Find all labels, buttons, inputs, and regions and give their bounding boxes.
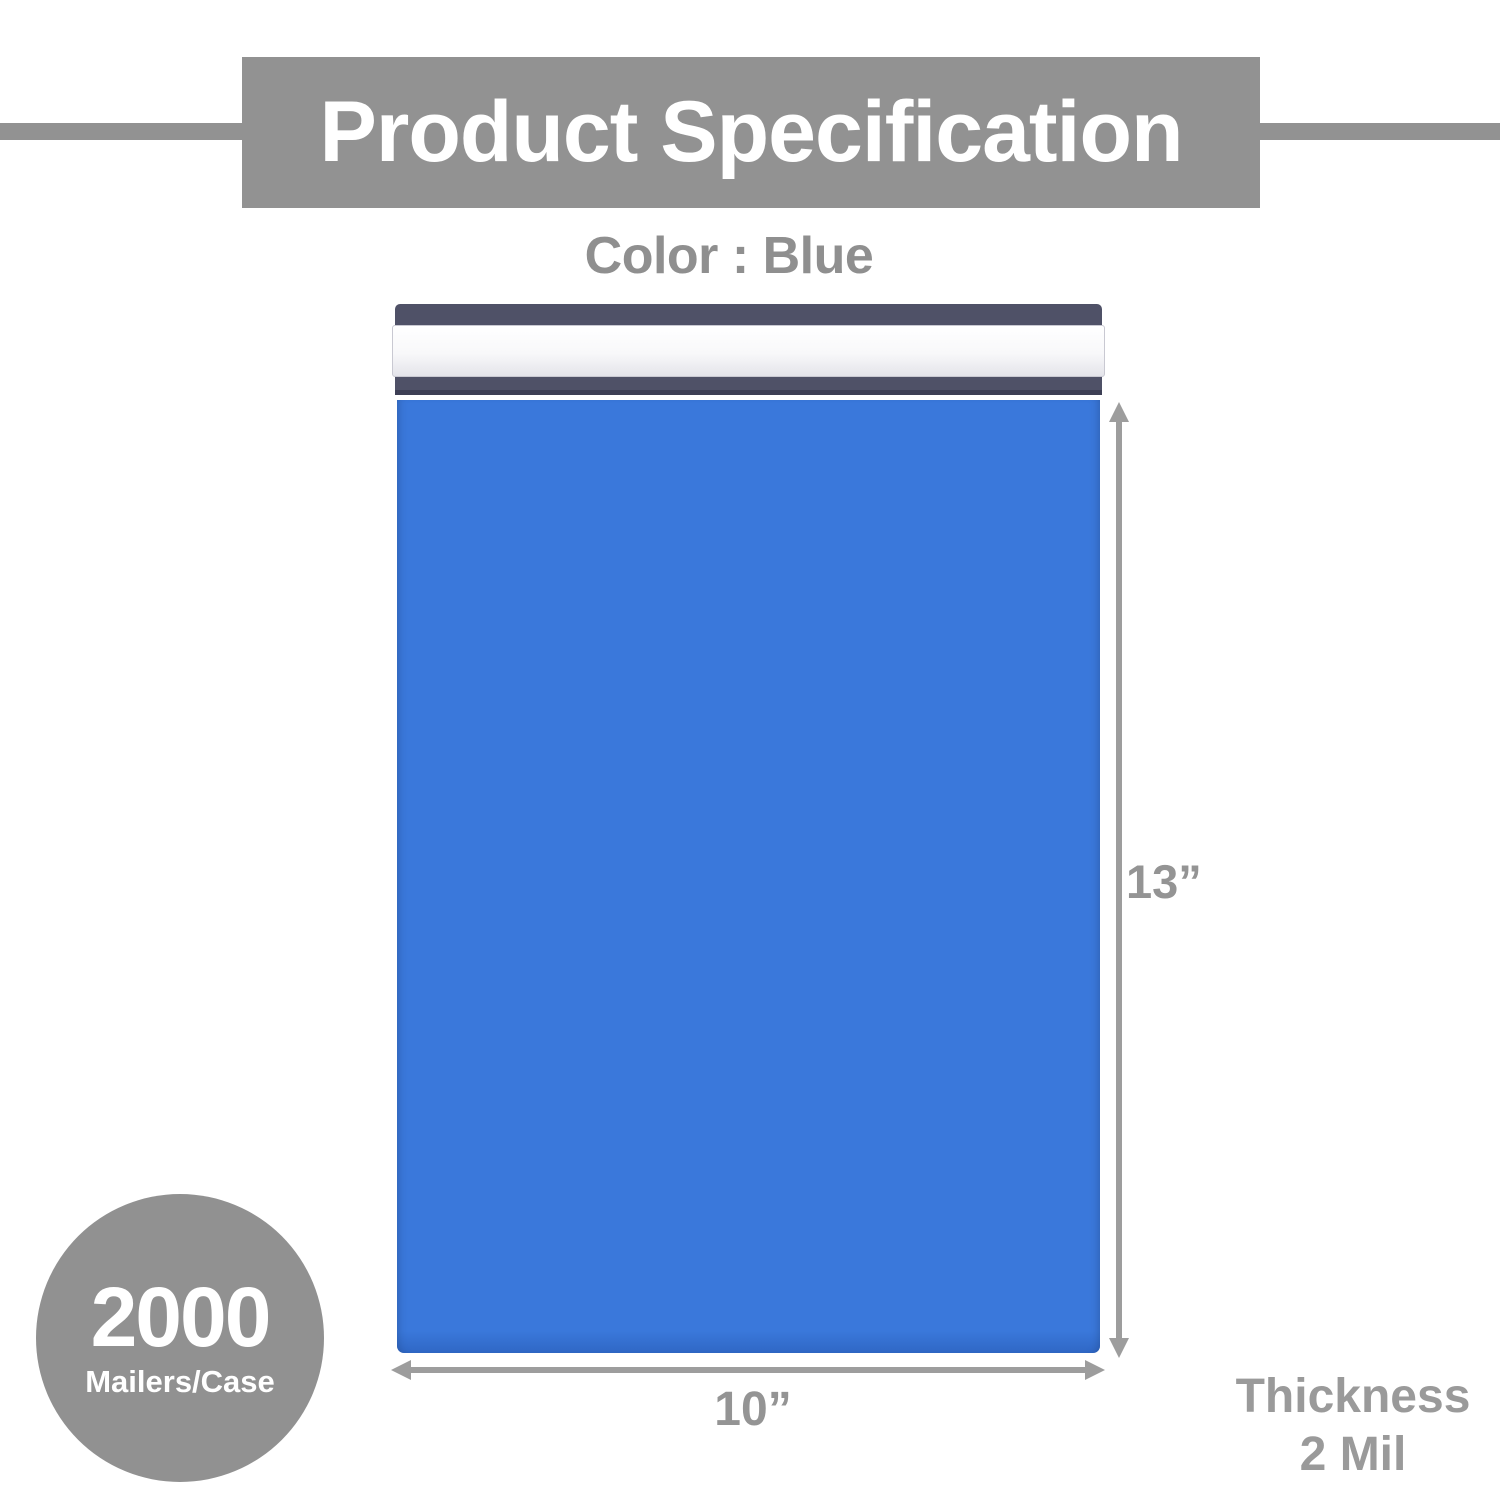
height-dimension-label: 13” bbox=[1126, 855, 1202, 908]
thickness-value: 2 Mil bbox=[1299, 1427, 1407, 1481]
color-subtitle: Color : Blue bbox=[584, 227, 874, 285]
quantity-badge: 2000 Mailers/Case bbox=[36, 1194, 324, 1482]
page-title: Product Specification bbox=[319, 84, 1183, 180]
arrowhead-up-icon bbox=[1109, 402, 1129, 422]
width-arrow-shaft bbox=[411, 1367, 1085, 1373]
mailer-bottom-fold bbox=[397, 1331, 1100, 1353]
mailer-flap-top bbox=[395, 304, 1102, 325]
height-dimension-arrow bbox=[1108, 402, 1130, 1358]
height-arrow-shaft bbox=[1116, 422, 1122, 1338]
arrowhead-down-icon bbox=[1109, 1338, 1129, 1358]
header-band: Product Specification bbox=[242, 57, 1260, 208]
thickness-note: Thickness 2 Mil bbox=[1203, 1368, 1500, 1483]
thickness-label: Thickness bbox=[1235, 1370, 1471, 1423]
mailer-flap-fold bbox=[395, 377, 1102, 395]
mailer-seal-strip bbox=[392, 325, 1105, 377]
quantity-count: 2000 bbox=[90, 1270, 272, 1365]
mailer-body bbox=[397, 400, 1100, 1353]
arrowhead-right-icon bbox=[1085, 1360, 1105, 1380]
quantity-unit: Mailers/Case bbox=[85, 1364, 275, 1400]
width-dimension-label: 10” bbox=[714, 1383, 792, 1436]
arrowhead-left-icon bbox=[391, 1360, 411, 1380]
width-dimension-arrow bbox=[391, 1359, 1105, 1381]
